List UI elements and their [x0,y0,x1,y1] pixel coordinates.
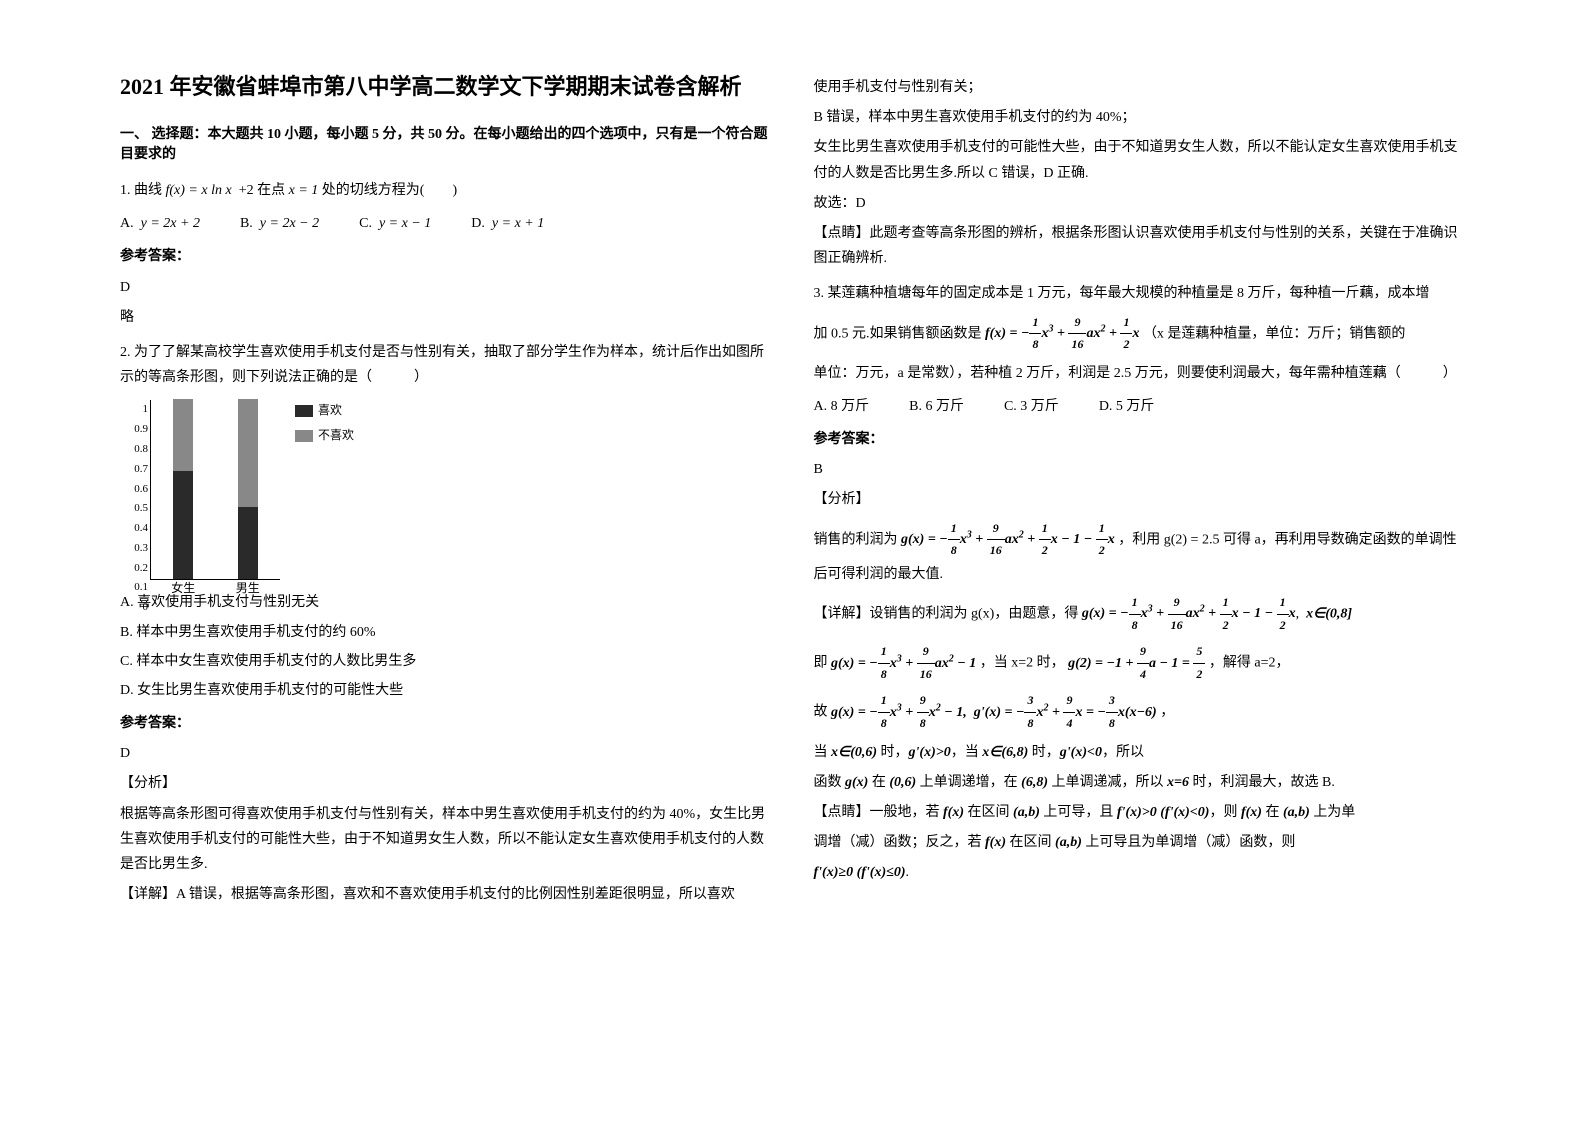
bar-dark [173,471,193,579]
q3-answer: B [814,457,1468,482]
q2-analysis-header: 【分析】 [120,771,774,796]
q2-analysis-p1: 根据等高条形图可得喜欢使用手机支付与性别有关，样本中男生喜欢使用手机支付的约为 … [120,802,774,878]
q3-detail-line2: 即 g(x) = −18x3 + 916ax2 − 1 ，当 x=2 时， g(… [814,641,1468,685]
legend: 喜欢 不喜欢 [295,400,354,449]
q3-option-b: B. 6 万斤 [909,394,964,419]
bar-group-female [173,399,193,579]
q1-brief: 略 [120,305,774,330]
legend-box-light [295,430,313,442]
y-tick: 0.9 [126,420,148,440]
q1-answer-label: 参考答案： [120,244,774,269]
y-axis: 1 0.9 0.8 0.7 0.6 0.5 0.4 0.3 0.2 0.1 0 [126,400,148,579]
q3-option-a: A. 8 万斤 [814,394,870,419]
q3-option-c: C. 3 万斤 [1004,394,1059,419]
y-tick: 0.8 [126,440,148,460]
y-tick: 0.1 [126,578,148,598]
right-column: 使用手机支付与性别有关； B 错误，样本中男生喜欢使用手机支付的约为 40%； … [794,70,1488,1052]
x-label: 男生 [236,578,260,600]
q3-point-text: 调增（减）函数；反之，若 f(x) 在区间 (a,b) 上可导且为单调增（减）函… [814,830,1468,855]
q3-answer-label: 参考答案： [814,427,1468,452]
q3-formula3: g(x) = −18x3 + 916ax2 + 12x − 1 − 12x, x… [1082,606,1352,621]
x-labels: 女生 男生 [151,578,280,600]
r-p3: 女生比男生喜欢使用手机支付的可能性大些，由于不知道男女生人数，所以不能认定女生喜… [814,135,1468,185]
y-tick: 0.6 [126,480,148,500]
q3-options: A. 8 万斤 B. 6 万斤 C. 3 万斤 D. 5 万斤 [814,394,1468,419]
left-column: 2021 年安徽省蚌埠市第八中学高二数学文下学期期末试卷含解析 一、 选择题：本… [100,70,794,1052]
q3-formula7: f'(x)≥0 (f'(x)≤0). [814,860,1468,885]
section-header: 一、 选择题：本大题共 10 小题，每小题 5 分，共 50 分。在每小题给出的… [120,123,774,163]
question-2: 2. 为了了解某高校学生喜欢使用手机支付是否与性别有关，抽取了部分学生作为样本，… [120,340,774,907]
q3-dt2: 即 [814,656,828,671]
q2-choice-c: C. 样本中女生喜欢使用手机支付的人数比男生多 [120,649,774,674]
y-tick: 1 [126,400,148,420]
q2-detail: 【详解】A 错误，根据等高条形图，喜欢和不喜欢使用手机支付的比例因性别差距很明显… [120,882,774,907]
q2-chart: 1 0.9 0.8 0.7 0.6 0.5 0.4 0.3 0.2 0.1 0 [150,400,280,580]
bars [151,400,280,579]
q3-line2: 加 0.5 元.如果销售额函数是 f(x) = −18x3 + 916ax2 +… [814,312,1468,356]
exam-title: 2021 年安徽省蚌埠市第八中学高二数学文下学期期末试卷含解析 [120,70,774,103]
y-tick: 0.3 [126,539,148,559]
q3-dt7: 当 x∈(0,6) 时，g'(x)>0，当 x∈(6,8) 时，g'(x)<0，… [814,740,1468,765]
q3-formula6: g(x) = −18x3 + 98x2 − 1, g'(x) = −38x2 +… [831,705,1157,720]
y-tick: 0.4 [126,519,148,539]
q1-option-c: C. y = x − 1 [359,211,431,236]
q1-options: A. y = 2x + 2 B. y = 2x − 2 C. y = x − 1… [120,211,774,236]
q3-dt6: ， [1160,705,1174,720]
q3-analysis-header: 【分析】 [814,487,1468,512]
y-tick: 0.7 [126,460,148,480]
legend-label: 不喜欢 [318,425,354,447]
q3-analysis-text1: 销售的利润为 [814,532,898,547]
q3-text1: 3. 某莲藕种植塘每年的固定成本是 1 万元，每年最大规模的种植量是 8 万斤，… [814,281,1468,306]
q3-text3: （x 是莲藕种植量，单位：万斤；销售额的 [1143,326,1406,341]
q1-option-a: A. y = 2x + 2 [120,211,200,236]
y-tick: 0.5 [126,499,148,519]
x-label: 女生 [171,578,195,600]
q3-analysis-line1: 销售的利润为 g(x) = −18x3 + 916ax2 + 12x − 1 −… [814,518,1468,587]
q1-text: 1. 曲线 f(x) = x ln x +2 在点 x = 1 处的切线方程为(… [120,178,774,203]
bar-group-male [238,399,258,579]
q2-chart-container: 1 0.9 0.8 0.7 0.6 0.5 0.4 0.3 0.2 0.1 0 [120,400,774,580]
legend-item: 不喜欢 [295,425,354,447]
q2-choice-b: B. 样本中男生喜欢使用手机支付的约 60% [120,620,774,645]
q3-formula5: g(2) = −1 + 94a − 1 = 52 [1068,656,1205,671]
q3-dt4: ，解得 a=2， [1209,656,1290,671]
r-p4: 故选：D [814,191,1468,216]
y-tick: 0 [126,598,148,618]
q3-text2: 加 0.5 元.如果销售额函数是 [814,326,982,341]
legend-label: 喜欢 [318,400,342,422]
q2-answer-label: 参考答案： [120,711,774,736]
q3-formula4: g(x) = −18x3 + 916ax2 − 1 [831,656,976,671]
q3-formula1: f(x) = −18x3 + 916ax2 + 12x [985,326,1139,341]
q3-dt3: ，当 x=2 时， [980,656,1065,671]
q2-text: 2. 为了了解某高校学生喜欢使用手机支付是否与性别有关，抽取了部分学生作为样本，… [120,340,774,390]
q3-text4: 单位：万元，a 是常数），若种植 2 万斤，利润是 2.5 万元，则要使利润最大… [814,361,1468,386]
q3-dt5: 故 [814,705,828,720]
bar-dark [238,507,258,579]
q3-detail-header: 【详解】设销售的利润为 g(x)，由题意，得 [814,606,1079,621]
question-3: 3. 某莲藕种植塘每年的固定成本是 1 万元，每年最大规模的种植量是 8 万斤，… [814,281,1468,885]
q1-option-b: B. y = 2x − 2 [240,211,319,236]
r-p5: 【点睛】此题考查等高条形图的辨析，根据条形图认识喜欢使用手机支付与性别的关系，关… [814,221,1468,271]
q2-answer: D [120,741,774,766]
legend-box-dark [295,405,313,417]
q2-choice-d: D. 女生比男生喜欢使用手机支付的可能性大些 [120,678,774,703]
r-p2: B 错误，样本中男生喜欢使用手机支付的约为 40%； [814,105,1468,130]
y-tick: 0.2 [126,559,148,579]
q3-point: 【点睛】一般地，若 f(x) 在区间 (a,b) 上可导，且 f'(x)>0 (… [814,800,1468,825]
q3-dt8: 函数 g(x) 在 (0,6) 上单调递增，在 (6,8) 上单调递减，所以 x… [814,770,1468,795]
q1-answer: D [120,275,774,300]
question-1: 1. 曲线 f(x) = x ln x +2 在点 x = 1 处的切线方程为(… [120,178,774,330]
r-p1: 使用手机支付与性别有关； [814,75,1468,100]
q3-option-d: D. 5 万斤 [1099,394,1155,419]
legend-item: 喜欢 [295,400,354,422]
q3-detail-line3: 故 g(x) = −18x3 + 98x2 − 1, g'(x) = −38x2… [814,690,1468,734]
q1-option-d: D. y = x + 1 [471,211,544,236]
q3-formula2: g(x) = −18x3 + 916ax2 + 12x − 1 − 12x [901,532,1115,547]
q2-choices: A. 喜欢使用手机支付与性别无关 B. 样本中男生喜欢使用手机支付的约 60% … [120,590,774,703]
q3-detail-line1: 【详解】设销售的利润为 g(x)，由题意，得 g(x) = −18x3 + 91… [814,592,1468,636]
